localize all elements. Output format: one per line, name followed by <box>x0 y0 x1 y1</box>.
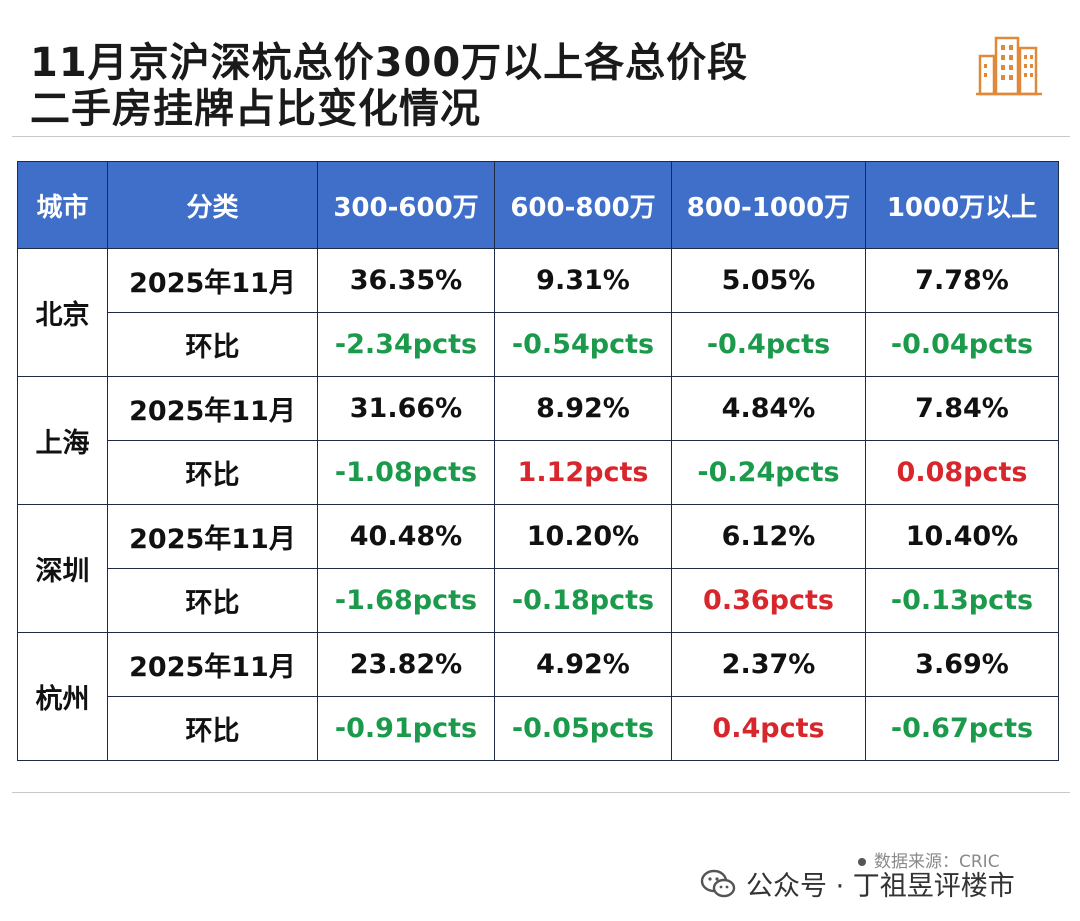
value-cell: 6.12% <box>671 504 866 569</box>
change-label-cell: 环比 <box>107 440 318 505</box>
change-cell: -0.05pcts <box>494 696 672 761</box>
change-cell: -0.91pcts <box>317 696 495 761</box>
value-cell: 36.35% <box>317 248 495 313</box>
title-line-1: 11月京沪深杭总价300万以上各总价段 <box>30 40 749 86</box>
change-cell: -1.68pcts <box>317 568 495 633</box>
value-cell: 40.48% <box>317 504 495 569</box>
table-row: 环比 -0.91pcts -0.05pcts 0.4pcts -0.67pcts <box>18 696 1059 761</box>
change-cell: -0.4pcts <box>671 312 866 377</box>
month-cell: 2025年11月 <box>107 632 318 697</box>
change-cell: -0.13pcts <box>865 568 1059 633</box>
city-cell: 杭州 <box>17 632 108 761</box>
value-cell: 23.82% <box>317 632 495 697</box>
city-cell: 上海 <box>17 376 108 505</box>
change-cell: 1.12pcts <box>494 440 672 505</box>
title-divider <box>12 136 1070 137</box>
data-source-text: 数据来源：CRIC <box>874 852 1000 872</box>
change-cell: 0.4pcts <box>671 696 866 761</box>
month-cell: 2025年11月 <box>107 376 318 441</box>
header-cell: 300-600万 <box>317 161 495 249</box>
month-cell: 2025年11月 <box>107 248 318 313</box>
value-cell: 9.31% <box>494 248 672 313</box>
value-cell: 5.05% <box>671 248 866 313</box>
change-cell: -1.08pcts <box>317 440 495 505</box>
table-row: 环比 -1.68pcts -0.18pcts 0.36pcts -0.13pct… <box>18 568 1059 633</box>
header-cell: 800-1000万 <box>671 161 866 249</box>
change-label-cell: 环比 <box>107 312 318 377</box>
value-cell: 4.84% <box>671 376 866 441</box>
change-cell: -0.04pcts <box>865 312 1059 377</box>
change-cell: -0.24pcts <box>671 440 866 505</box>
value-cell: 3.69% <box>865 632 1059 697</box>
buildings-icon <box>976 36 1042 96</box>
table-row: 杭州 2025年11月 23.82% 4.92% 2.37% 3.69% <box>17 632 1059 761</box>
title-line-2: 二手房挂牌占比变化情况 <box>30 86 481 132</box>
footer-divider <box>12 792 1070 793</box>
month-cell: 2025年11月 <box>107 504 318 569</box>
header-cell: 600-800万 <box>494 161 672 249</box>
value-cell: 2.37% <box>671 632 866 697</box>
value-cell: 10.20% <box>494 504 672 569</box>
wechat-icon <box>700 869 736 897</box>
value-cell: 7.84% <box>865 376 1059 441</box>
table-row: 环比 -1.08pcts 1.12pcts -0.24pcts 0.08pcts <box>18 440 1059 505</box>
wechat-account: 公众号 · 丁祖昱评楼市 <box>700 864 1015 903</box>
change-cell: -0.67pcts <box>865 696 1059 761</box>
header-cell: 分类 <box>107 161 318 249</box>
data-table: 城市 分类 300-600万 600-800万 800-1000万 1000万以… <box>17 161 1059 761</box>
change-label-cell: 环比 <box>107 696 318 761</box>
data-source: 数据来源：CRIC <box>858 847 1000 872</box>
change-label-cell: 环比 <box>107 568 318 633</box>
header-cell: 1000万以上 <box>865 161 1059 249</box>
value-cell: 7.78% <box>865 248 1059 313</box>
bullet-icon <box>858 858 866 866</box>
change-cell: -0.54pcts <box>494 312 672 377</box>
value-cell: 10.40% <box>865 504 1059 569</box>
header-cell: 城市 <box>17 161 108 249</box>
table-row: 深圳 2025年11月 40.48% 10.20% 6.12% 10.40% <box>17 504 1059 633</box>
table-row: 北京 2025年11月 36.35% 9.31% 5.05% 7.78% <box>17 248 1059 377</box>
wechat-account-name: 公众号 · 丁祖昱评楼市 <box>746 871 1015 902</box>
table-header-row: 城市 分类 300-600万 600-800万 800-1000万 1000万以… <box>17 161 1059 249</box>
change-cell: 0.08pcts <box>865 440 1059 505</box>
change-cell: -0.18pcts <box>494 568 672 633</box>
change-cell: 0.36pcts <box>671 568 866 633</box>
value-cell: 8.92% <box>494 376 672 441</box>
value-cell: 31.66% <box>317 376 495 441</box>
change-cell: -2.34pcts <box>317 312 495 377</box>
page-title: 11月京沪深杭总价300万以上各总价段 二手房挂牌占比变化情况 <box>30 40 748 132</box>
table-row: 环比 -2.34pcts -0.54pcts -0.4pcts -0.04pct… <box>18 312 1059 377</box>
city-cell: 深圳 <box>17 504 108 633</box>
city-cell: 北京 <box>17 248 108 377</box>
table-row: 上海 2025年11月 31.66% 8.92% 4.84% 7.84% <box>17 376 1059 505</box>
value-cell: 4.92% <box>494 632 672 697</box>
